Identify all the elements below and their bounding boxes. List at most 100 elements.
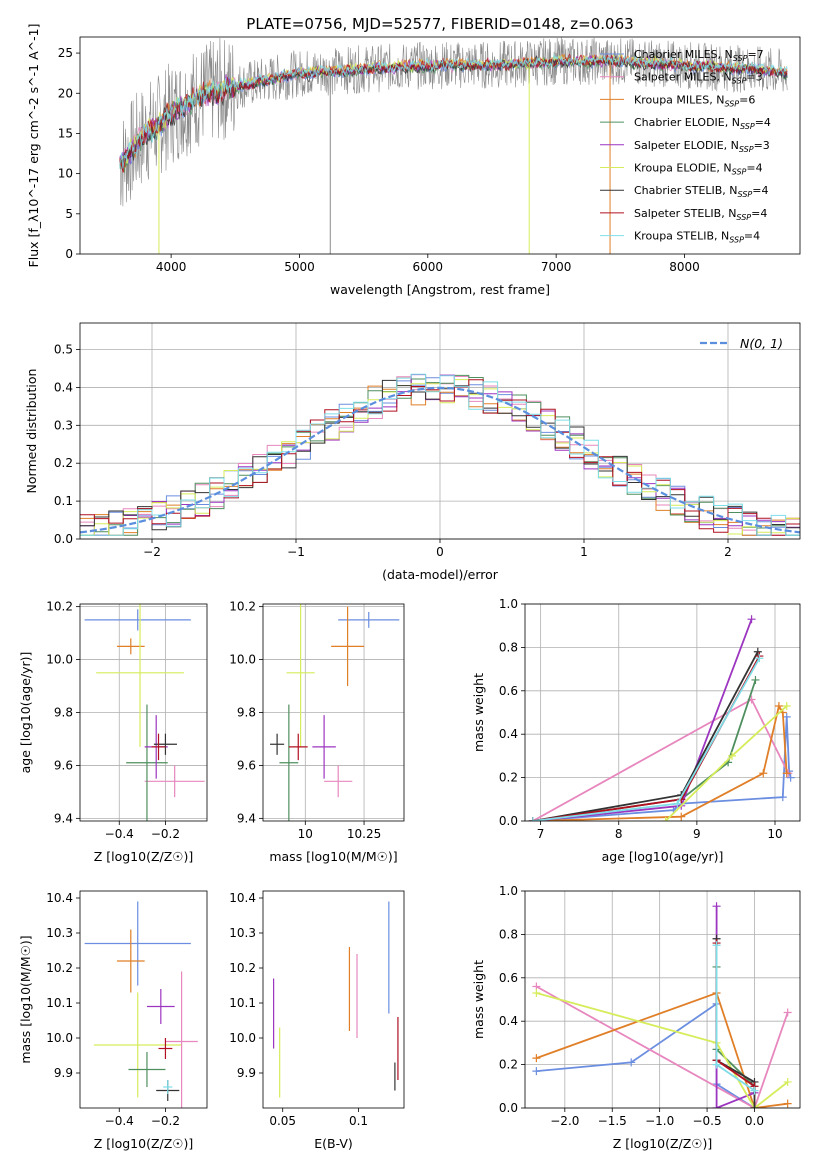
y-tick-label: 0.4 (54, 380, 73, 394)
axes-mass_vs_ebv: 0.05 0.1 9.9 10.0 10.1 10.2 10.3 10.4 (229, 890, 405, 1128)
error-bar-point (158, 1038, 173, 1059)
error-bar-point (288, 733, 308, 761)
data-point-marker (783, 1008, 792, 1017)
y-tick-label: 10.2 (229, 961, 256, 975)
x-tick-label: 0 (436, 545, 444, 559)
x-axis-label: E(B-V) (314, 1136, 353, 1151)
x-axis-label: Z [log10(Z/Z☉)] (94, 1136, 194, 1151)
series (661, 701, 791, 821)
y-tick-label: 0.8 (499, 927, 518, 941)
error-bar-point (84, 609, 191, 631)
x-tick-label: 6000 (413, 260, 444, 274)
legend-label-text: Kroupa MILES, N (634, 93, 724, 106)
legend-label-sub: SSP (732, 77, 747, 86)
legend-label-value: =4 (751, 207, 767, 220)
y-tick-label: 9.9 (237, 1066, 256, 1080)
data-point-marker (759, 769, 768, 778)
y-tick-label: 10.0 (229, 653, 256, 667)
x-tick-label: 4000 (156, 260, 187, 274)
y-tick-label: 9.9 (54, 1066, 73, 1080)
legend-label: N(0, 1) (740, 336, 783, 351)
legend-label-value: =4 (744, 230, 760, 243)
y-tick-label: 10.0 (46, 653, 73, 667)
error-bar-point (146, 989, 175, 1024)
y-tick-label: 10.4 (229, 891, 256, 905)
y-axis-label: mass weight (471, 960, 486, 1039)
y-tick-label: 0.0 (499, 1101, 518, 1115)
data-point-marker (774, 701, 783, 710)
y-tick-label: 0.8 (499, 640, 518, 654)
x-tick-label: −0.2 (151, 1114, 180, 1128)
y-axis-label: Flux [f_λ10^-17 erg cm^-2 s^-1 A^-1] (26, 24, 41, 268)
y-tick-label: 0.1 (54, 494, 73, 508)
x-tick-label: 0.05 (269, 1114, 296, 1128)
data-point-marker (532, 1067, 541, 1076)
x-axis-label: mass [log10(M/M☉)] (269, 849, 397, 864)
y-tick-label: 10.3 (46, 926, 73, 940)
axes-frame (524, 890, 801, 1109)
y-tick-label: 10.1 (46, 996, 73, 1010)
legend-label-sub: SSP (732, 168, 747, 177)
x-tick-label: 0.0 (745, 1114, 764, 1128)
y-axis-label: mass [log10(M/M☉)] (18, 935, 33, 1063)
error-bar-point (116, 929, 145, 993)
axes-age_vs_mass: 10 10.25 9.4 9.6 9.8 10.0 10.2 (229, 600, 405, 841)
y-tick-label: 0 (65, 247, 73, 261)
data-point-marker (528, 817, 537, 821)
error-bar-point (286, 604, 315, 747)
legend-label-value: =3 (746, 71, 762, 84)
y-tick-label: 5 (65, 207, 73, 221)
error-bar-point (270, 733, 285, 755)
error-bar-point (93, 992, 182, 1098)
error-bar-point (279, 704, 299, 821)
observed-spectrum-line (119, 37, 788, 207)
x-tick-label: −1.0 (645, 1114, 674, 1128)
error-bar-point (84, 901, 191, 986)
series-line (532, 618, 753, 821)
legend-label-sub: SSP (740, 122, 755, 131)
y-tick-label: 20 (58, 86, 73, 100)
x-axis-label: Z [log10(Z/Z☉)] (94, 849, 194, 864)
axes-frame (524, 603, 801, 822)
y-tick-label: 0.4 (499, 727, 518, 741)
y-tick-label: 0.3 (54, 418, 73, 432)
data-point-marker (750, 1086, 759, 1095)
legend-label: Salpeter ELODIE, NSSP=3 (634, 139, 770, 154)
plot-area (270, 604, 400, 821)
legend-label-sub: SSP (733, 54, 748, 63)
data-point-marker (712, 1104, 721, 1108)
legend-label-value: =7 (747, 48, 763, 61)
legend-label-sub: SSP (736, 213, 751, 222)
x-tick-label: 10 (767, 827, 782, 841)
y-tick-label: 10.2 (46, 961, 73, 975)
x-tick-label: 10.25 (347, 827, 381, 841)
legend-label-text: Kroupa STELIB, N (634, 230, 729, 243)
data-point-marker (712, 941, 721, 950)
error-bar-point (153, 733, 177, 755)
x-tick-label: 1 (580, 545, 588, 559)
y-tick-label: 0.5 (54, 343, 73, 357)
y-axis-label: age [log10(age/yr)] (18, 652, 33, 774)
y-tick-label: 25 (58, 46, 73, 60)
y-tick-label: 10.2 (229, 600, 256, 614)
series (528, 701, 791, 821)
x-tick-label: 8 (615, 827, 623, 841)
y-axis-label: Normed distribution (24, 369, 39, 494)
error-bar-point (324, 765, 353, 798)
y-tick-label: 10.0 (46, 1031, 73, 1045)
y-tick-label: 10 (58, 167, 73, 181)
series (528, 647, 762, 821)
x-tick-label: −0.4 (105, 1114, 134, 1128)
plot-area (119, 37, 788, 254)
axes-age_vs_z: −0.4 −0.2 9.4 9.6 9.8 10.0 10.2 (46, 600, 208, 841)
x-tick-label: −1 (287, 545, 305, 559)
error-bar-point (312, 715, 336, 779)
axes-massweight_vs_age: 7 8 9 10 0.0 0.2 0.4 0.6 0.8 1.0 (499, 597, 801, 841)
data-point-marker (783, 1099, 792, 1108)
data-point-marker (750, 1104, 759, 1108)
y-tick-label: 10.4 (46, 891, 73, 905)
legend-label-sub: SSP (729, 236, 744, 245)
y-tick-label: 9.4 (237, 811, 256, 825)
legend-label-sub: SSP (738, 190, 753, 199)
series (528, 652, 764, 821)
